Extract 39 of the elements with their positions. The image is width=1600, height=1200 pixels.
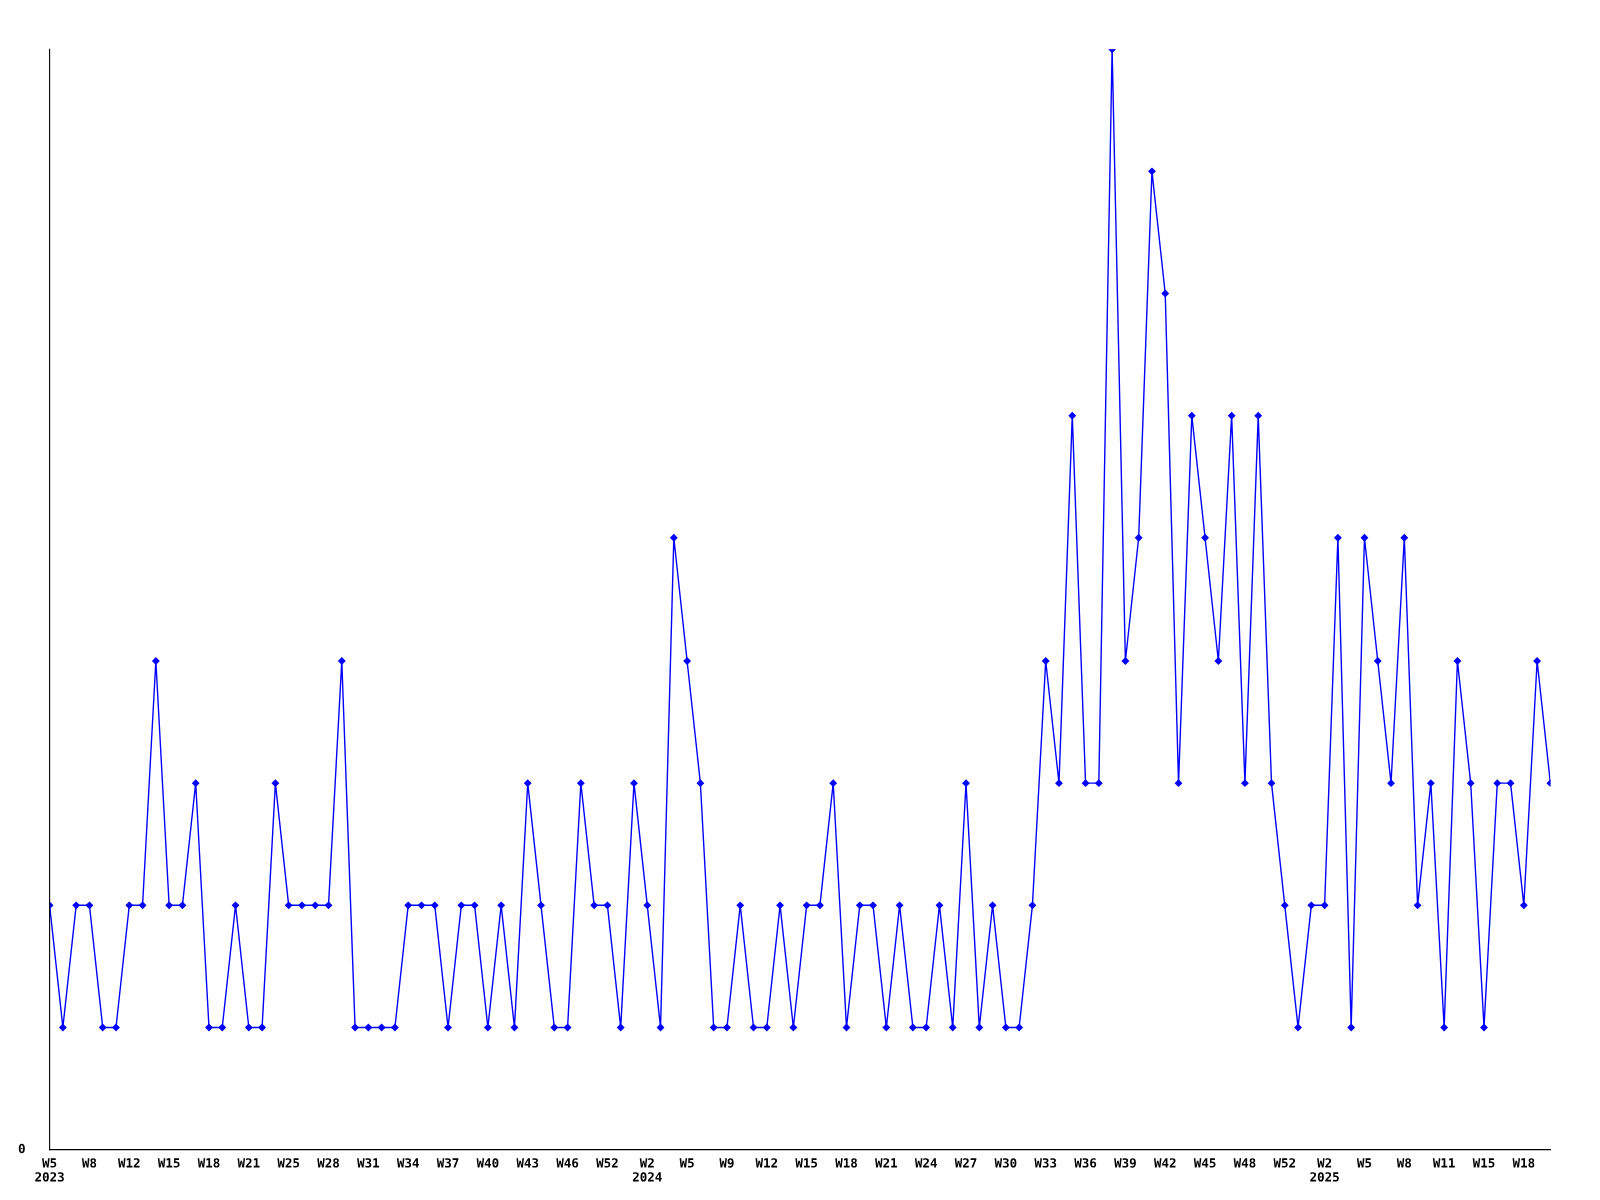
x-tick-label: W21 (875, 1158, 898, 1168)
x-tick-label: W34 (396, 1158, 419, 1168)
x-tick-label: W25 (277, 1158, 300, 1168)
x-tick-label: W40 (476, 1158, 499, 1168)
x-tick-label: W2 2024 (632, 1158, 662, 1182)
text: 0 (18, 1143, 25, 1154)
x-tick-label: W31 (357, 1158, 380, 1168)
x-tick-label: W5 2023 (35, 1158, 64, 1182)
x-tick-label: W18 (1512, 1158, 1535, 1168)
x-tick-label: W2 2025 (1310, 1158, 1339, 1182)
x-tick-label: W30 (994, 1158, 1017, 1168)
x-tick-label: W15 (157, 1158, 180, 1168)
x-tick-label: W52 (1273, 1158, 1296, 1168)
x-tick-label: W8 (1396, 1158, 1412, 1168)
x-tick-label: W36 (1074, 1158, 1097, 1168)
x-tick-label: W48 (1233, 1158, 1256, 1168)
x-tick-label: W52 (596, 1158, 618, 1168)
x-tick-label: W12 (755, 1158, 778, 1168)
x-tick-label: W18 (197, 1158, 220, 1168)
x-tick-label: W33 (1034, 1158, 1057, 1168)
x-tick-label: W24 (914, 1158, 937, 1168)
x-tick-label: W39 (1114, 1158, 1136, 1168)
x-tick-label: W42 (1153, 1158, 1176, 1168)
x-tick-label: W12 (118, 1158, 140, 1168)
x-tick-label: W27 (954, 1158, 977, 1168)
x-tick-label: W18 (835, 1158, 857, 1168)
x-tick-label: W5 (679, 1158, 694, 1168)
x-tick-label: W5 (1356, 1158, 1372, 1168)
x-tick-label: W8 (81, 1158, 97, 1168)
x-tick-label: W45 (1193, 1158, 1216, 1168)
x-tick-label: W28 (317, 1158, 340, 1168)
x-tick-label: W15 (1472, 1158, 1495, 1168)
x-tick-label: W46 (556, 1158, 579, 1168)
x-tick-label: W15 (795, 1158, 818, 1168)
x-tick-label: W37 (436, 1158, 459, 1168)
x-tick-label: W43 (516, 1158, 539, 1168)
x-tick-label: W11 (1432, 1158, 1455, 1168)
x-tick-label: W21 (237, 1158, 260, 1168)
x-tick-label: W9 (719, 1158, 734, 1168)
